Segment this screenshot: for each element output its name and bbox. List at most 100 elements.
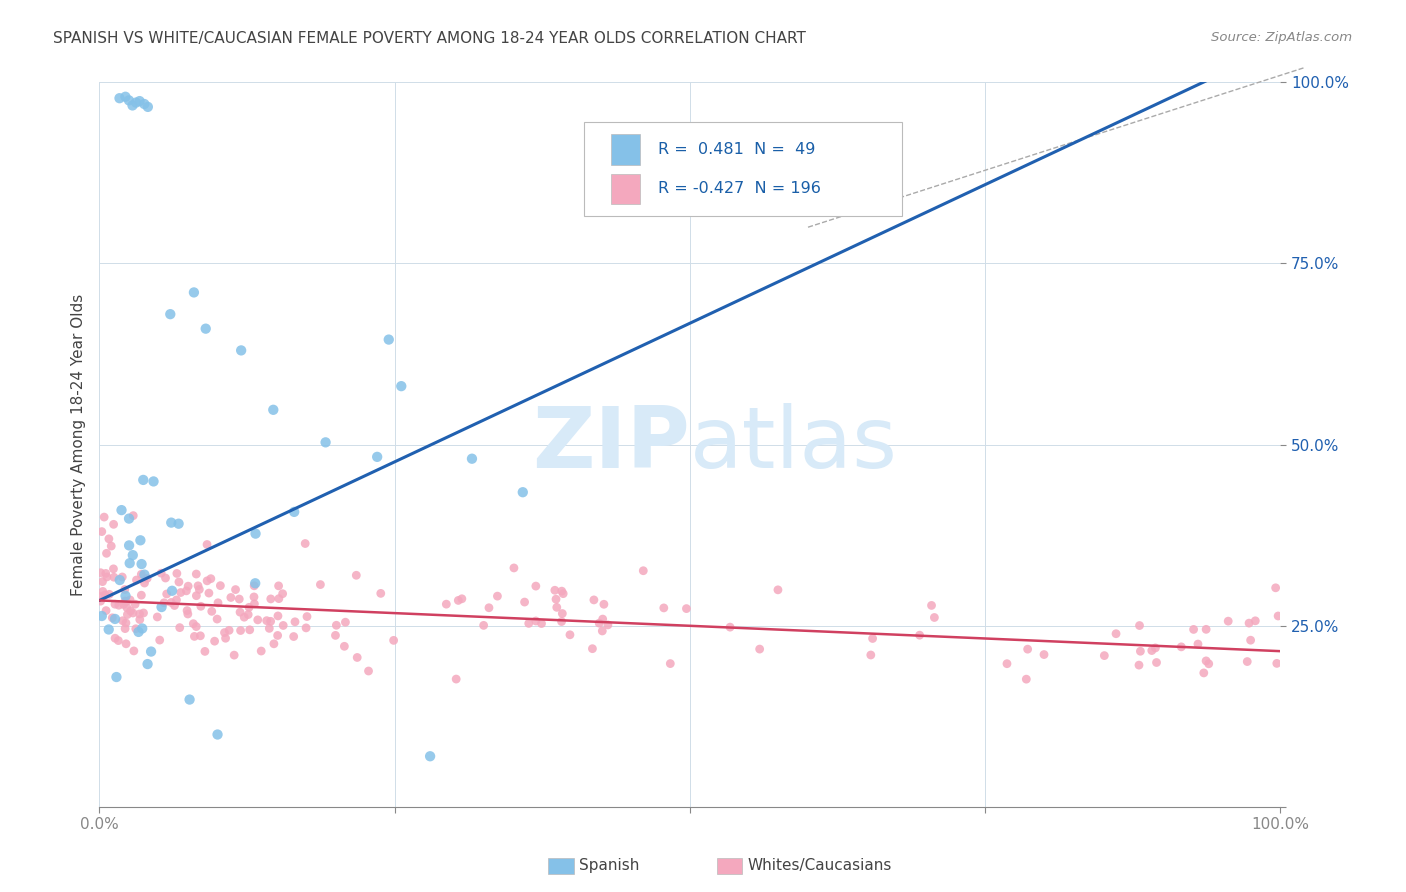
Point	[238, 607, 260, 622]
Point	[550, 615, 572, 629]
Point	[125, 622, 148, 636]
Point	[596, 618, 619, 632]
Point	[766, 582, 789, 597]
Point	[214, 632, 236, 646]
Point	[136, 571, 159, 585]
Text: Whites/Caucasians: Whites/Caucasians	[748, 858, 893, 872]
Point	[117, 607, 139, 622]
Point	[114, 594, 136, 608]
Point	[259, 615, 281, 629]
Point	[243, 579, 266, 593]
Point	[198, 586, 221, 600]
Point	[115, 637, 138, 651]
Point	[333, 640, 356, 654]
Point	[267, 609, 290, 624]
Point	[267, 591, 290, 606]
Point	[195, 537, 218, 551]
Point	[166, 566, 188, 581]
Point	[150, 600, 173, 615]
Point	[101, 611, 124, 625]
Point	[205, 612, 228, 626]
Point	[107, 598, 129, 612]
Point	[93, 510, 115, 524]
Text: R =  0.481  N =  49: R = 0.481 N = 49	[658, 142, 815, 157]
Point	[112, 598, 135, 612]
Point	[166, 593, 188, 607]
Point	[1265, 657, 1288, 671]
Point	[104, 612, 127, 626]
Point	[128, 607, 150, 621]
Point	[718, 620, 741, 634]
Point	[357, 664, 380, 678]
Point	[129, 533, 152, 548]
Point	[122, 606, 145, 620]
Point	[921, 599, 943, 613]
Text: SPANISH VS WHITE/CAUCASIAN FEMALE POVERTY AMONG 18-24 YEAR OLDS CORRELATION CHAR: SPANISH VS WHITE/CAUCASIAN FEMALE POVERT…	[53, 31, 806, 46]
Point	[97, 532, 120, 546]
Point	[675, 601, 697, 615]
Point	[207, 727, 229, 741]
Point	[128, 613, 150, 627]
Point	[239, 623, 262, 637]
Point	[176, 604, 198, 618]
Bar	[610, 174, 640, 204]
Point	[558, 628, 581, 642]
Point	[377, 333, 399, 347]
Point	[284, 615, 307, 629]
Point	[160, 583, 183, 598]
Point	[90, 609, 112, 624]
Point	[389, 379, 412, 393]
Point	[176, 583, 198, 598]
Text: R = -0.427  N = 196: R = -0.427 N = 196	[658, 181, 821, 196]
Point	[245, 576, 267, 591]
Point	[1015, 672, 1038, 686]
Point	[160, 595, 183, 609]
Point	[149, 633, 172, 648]
Point	[544, 583, 567, 598]
Point	[115, 594, 138, 608]
Point	[593, 597, 616, 611]
Point	[551, 584, 574, 599]
Point	[1195, 623, 1218, 637]
Point	[243, 597, 266, 611]
Point	[447, 593, 470, 607]
Point	[186, 567, 208, 582]
Point	[524, 614, 547, 628]
Point	[1033, 648, 1056, 662]
Point	[1195, 654, 1218, 668]
Point	[1236, 655, 1258, 669]
Point	[114, 622, 136, 636]
Point	[124, 597, 146, 611]
Point	[652, 601, 675, 615]
Point	[588, 616, 610, 631]
Point	[218, 624, 240, 638]
Point	[1187, 637, 1209, 651]
Point	[551, 607, 574, 621]
Point	[200, 572, 222, 586]
Point	[1144, 640, 1167, 655]
Point	[190, 629, 212, 643]
Point	[160, 516, 183, 530]
Point	[748, 642, 770, 657]
Point	[111, 570, 134, 584]
Point	[150, 566, 173, 581]
Point	[295, 621, 318, 635]
Point	[177, 607, 200, 621]
Point	[94, 588, 117, 602]
Point	[263, 637, 285, 651]
Point	[209, 579, 232, 593]
Point	[1129, 644, 1152, 658]
Point	[1092, 648, 1115, 663]
Point	[250, 644, 273, 658]
Point	[472, 618, 495, 632]
Point	[214, 625, 236, 640]
Point	[450, 591, 472, 606]
FancyBboxPatch shape	[583, 122, 903, 217]
Point	[271, 618, 294, 632]
Point	[108, 573, 131, 587]
Point	[1239, 633, 1261, 648]
Point	[122, 644, 145, 658]
Point	[294, 536, 316, 550]
Point	[546, 600, 568, 615]
Point	[134, 97, 156, 112]
